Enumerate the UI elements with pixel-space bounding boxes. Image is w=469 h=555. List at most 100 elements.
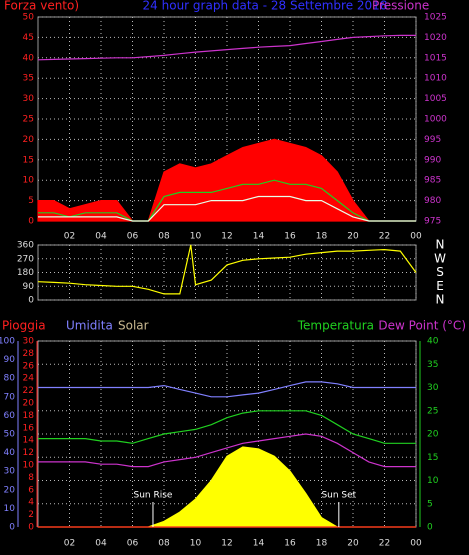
y3-tick-label: 24 [23, 374, 35, 384]
x-tick-label: 20 [347, 539, 359, 549]
y-tick-label: 0 [9, 523, 15, 533]
y-axis-label: Forza vento) [4, 0, 79, 13]
y2-tick-label: S [436, 265, 444, 279]
y2-tick-label: 1005 [424, 94, 447, 104]
line [38, 433, 416, 468]
y-tick-label: 360 [17, 241, 34, 251]
y-tick-label: 70 [4, 392, 16, 402]
y-tick-label: 50 [23, 13, 35, 23]
y-tick-label: 60 [4, 411, 16, 421]
y2-tick-label: 1020 [424, 33, 447, 43]
y-tick-label: 10 [4, 504, 16, 514]
y-tick-label: 180 [17, 268, 34, 278]
y2-tick-label: 1025 [424, 13, 447, 23]
y2-tick-label: N [436, 293, 445, 307]
x-tick-label: 08 [158, 539, 170, 549]
y3-tick-label: 26 [23, 361, 35, 371]
y2-tick-label: 990 [424, 155, 441, 165]
y3-tick-label: 10 [23, 461, 35, 471]
y3-tick-label: 12 [23, 448, 34, 458]
y-tick-label: 25 [23, 115, 34, 125]
y-tick-label: 30 [23, 94, 35, 104]
x-tick-label: 08 [158, 232, 170, 242]
y-tick-label: 20 [4, 485, 16, 495]
x-tick-label: 00 [410, 539, 422, 549]
y3-tick-label: 20 [23, 399, 35, 409]
y3-tick-label: 14 [23, 436, 35, 446]
y3-tick-label: 0 [28, 523, 34, 533]
y-tick-label: 80 [4, 374, 16, 384]
line [38, 195, 416, 222]
y-tick-label: 50 [4, 430, 16, 440]
x-tick-label: 22 [379, 232, 390, 242]
y2-tick-label: 985 [424, 176, 441, 186]
chart-title: 24 hour graph data - 28 Settembre 2018 [143, 0, 388, 13]
y-tick-label: 20 [23, 135, 35, 145]
y3-tick-label: 28 [23, 349, 35, 359]
y2-tick-label: 10 [427, 476, 439, 486]
line [38, 179, 416, 222]
area [38, 446, 416, 528]
line [38, 410, 416, 444]
annotation: Sun Rise [133, 491, 172, 501]
x-tick-label: 16 [284, 232, 296, 242]
y-tick-label: 35 [23, 74, 34, 84]
x-tick-label: 18 [316, 232, 328, 242]
line [37, 34, 416, 61]
x-tick-label: 12 [221, 539, 232, 549]
y2-tick-label: 1010 [424, 74, 447, 84]
legend-label: Umidita [66, 319, 113, 333]
x-tick-label: 04 [95, 539, 107, 549]
x-tick-label: 02 [64, 539, 75, 549]
y3-tick-label: 18 [23, 411, 35, 421]
y3-tick-label: 6 [28, 485, 34, 495]
y3-tick-label: 16 [23, 423, 35, 433]
x-tick-label: 22 [379, 539, 390, 549]
y-tick-label: 5 [28, 196, 34, 206]
y2-tick-label: E [436, 279, 444, 293]
y-tick-label: 40 [23, 53, 35, 63]
y2-tick-label: 5 [427, 499, 433, 509]
y2-tick-label: 0 [427, 523, 433, 533]
y2-axis-label: Pressione [372, 0, 429, 13]
legend-label: Pioggia [2, 319, 46, 333]
x-tick-label: 12 [221, 232, 232, 242]
y-tick-label: 100 [0, 337, 15, 347]
legend-label: Solar [118, 319, 149, 333]
x-tick-label: 04 [95, 232, 107, 242]
y-tick-label: 270 [17, 254, 34, 264]
y3-tick-label: 8 [28, 473, 34, 483]
y-tick-label: 0 [28, 217, 34, 227]
y2-tick-label: 40 [427, 337, 439, 347]
y-tick-label: 0 [28, 296, 34, 306]
y-tick-label: 40 [4, 448, 16, 458]
x-tick-label: 14 [253, 539, 265, 549]
legend-label: Temperatura [297, 319, 374, 333]
x-tick-label: 00 [410, 232, 422, 242]
annotation: Sun Set [321, 491, 356, 501]
y-tick-label: 90 [23, 282, 35, 292]
legend-label: Dew Point (°C) [378, 319, 466, 333]
y-tick-label: 10 [23, 176, 35, 186]
y2-tick-label: N [436, 238, 445, 252]
y2-tick-label: 995 [424, 135, 441, 145]
y3-tick-label: 2 [28, 510, 34, 520]
y-tick-label: 30 [4, 467, 16, 477]
line [37, 244, 417, 295]
y2-tick-label: 980 [424, 196, 441, 206]
x-tick-label: 10 [190, 539, 202, 549]
y2-tick-label: 1015 [424, 53, 447, 63]
line [38, 381, 416, 398]
x-tick-label: 16 [284, 539, 296, 549]
y-tick-label: 45 [23, 33, 34, 43]
x-tick-label: 14 [253, 232, 265, 242]
x-tick-label: 18 [316, 539, 328, 549]
x-tick-label: 06 [127, 539, 139, 549]
y2-tick-label: 20 [427, 430, 439, 440]
y3-tick-label: 4 [28, 498, 34, 508]
y2-tick-label: 1000 [424, 115, 447, 125]
y-tick-label: 15 [23, 155, 34, 165]
y-tick-label: 90 [4, 355, 16, 365]
